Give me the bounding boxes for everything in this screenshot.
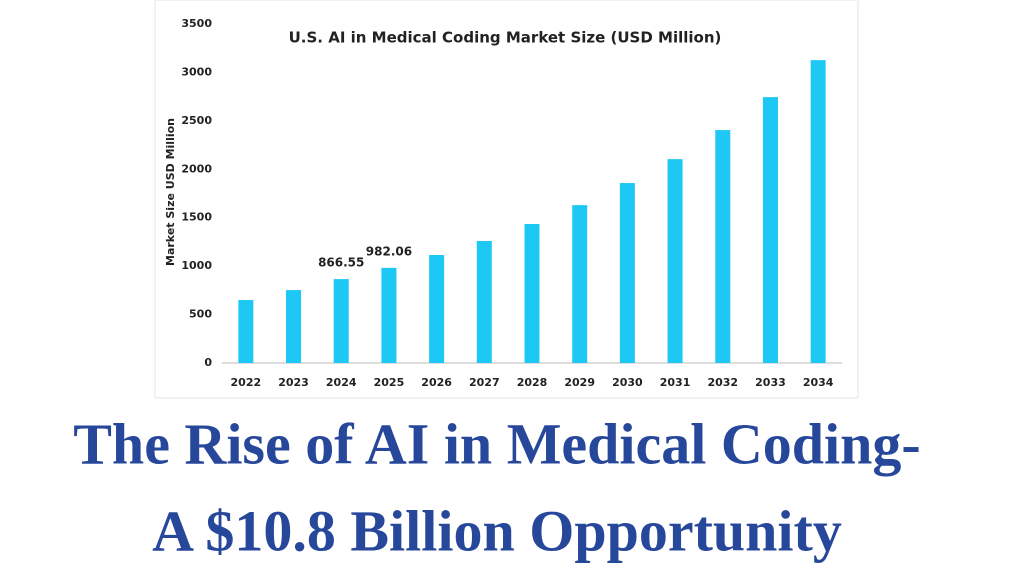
bar xyxy=(715,130,731,363)
bar xyxy=(810,60,826,363)
bar xyxy=(619,183,635,363)
x-tick-label: 2025 xyxy=(374,376,405,389)
y-tick-label: 1000 xyxy=(181,259,212,272)
chart-title: U.S. AI in Medical Coding Market Size (U… xyxy=(289,29,722,47)
data-label: 982.06 xyxy=(366,244,412,258)
headline-line: The Rise of AI in Medical Coding- xyxy=(73,411,921,476)
x-tick-label: 2033 xyxy=(755,376,786,389)
y-tick-label: 500 xyxy=(189,308,212,321)
bar xyxy=(762,97,778,364)
headline-line: A $10.8 Billion Opportunity xyxy=(152,498,842,563)
x-tick-label: 2031 xyxy=(660,376,691,389)
bar xyxy=(524,224,540,363)
y-tick-label: 3000 xyxy=(181,65,212,78)
bar xyxy=(429,255,445,363)
bar xyxy=(476,240,492,363)
x-tick-label: 2027 xyxy=(469,376,500,389)
x-tick-label: 2034 xyxy=(803,376,834,389)
x-tick-label: 2028 xyxy=(517,376,548,389)
x-tick-label: 2022 xyxy=(231,376,262,389)
bar xyxy=(286,290,302,363)
chart-panel xyxy=(154,0,859,399)
y-tick-label: 2000 xyxy=(181,162,212,175)
y-axis-label: Market Size USD Million xyxy=(164,118,177,266)
bar xyxy=(667,159,683,363)
bar xyxy=(572,205,588,363)
x-tick-label: 2026 xyxy=(421,376,452,389)
data-label: 866.55 xyxy=(318,256,364,270)
bar xyxy=(381,267,397,363)
y-tick-label: 2500 xyxy=(181,114,212,127)
x-tick-label: 2032 xyxy=(707,376,738,389)
x-tick-label: 2023 xyxy=(278,376,309,389)
y-tick-label: 3500 xyxy=(181,17,212,30)
bar xyxy=(238,300,254,363)
x-tick-label: 2024 xyxy=(326,376,357,389)
x-tick-label: 2029 xyxy=(564,376,595,389)
x-tick-label: 2030 xyxy=(612,376,643,389)
bar xyxy=(333,279,349,363)
y-tick-label: 0 xyxy=(204,356,212,369)
y-tick-label: 1500 xyxy=(181,211,212,224)
